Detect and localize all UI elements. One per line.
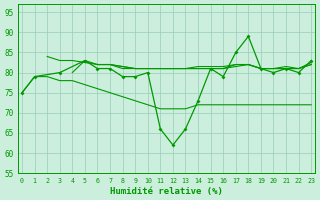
X-axis label: Humidité relative (%): Humidité relative (%)	[110, 187, 223, 196]
